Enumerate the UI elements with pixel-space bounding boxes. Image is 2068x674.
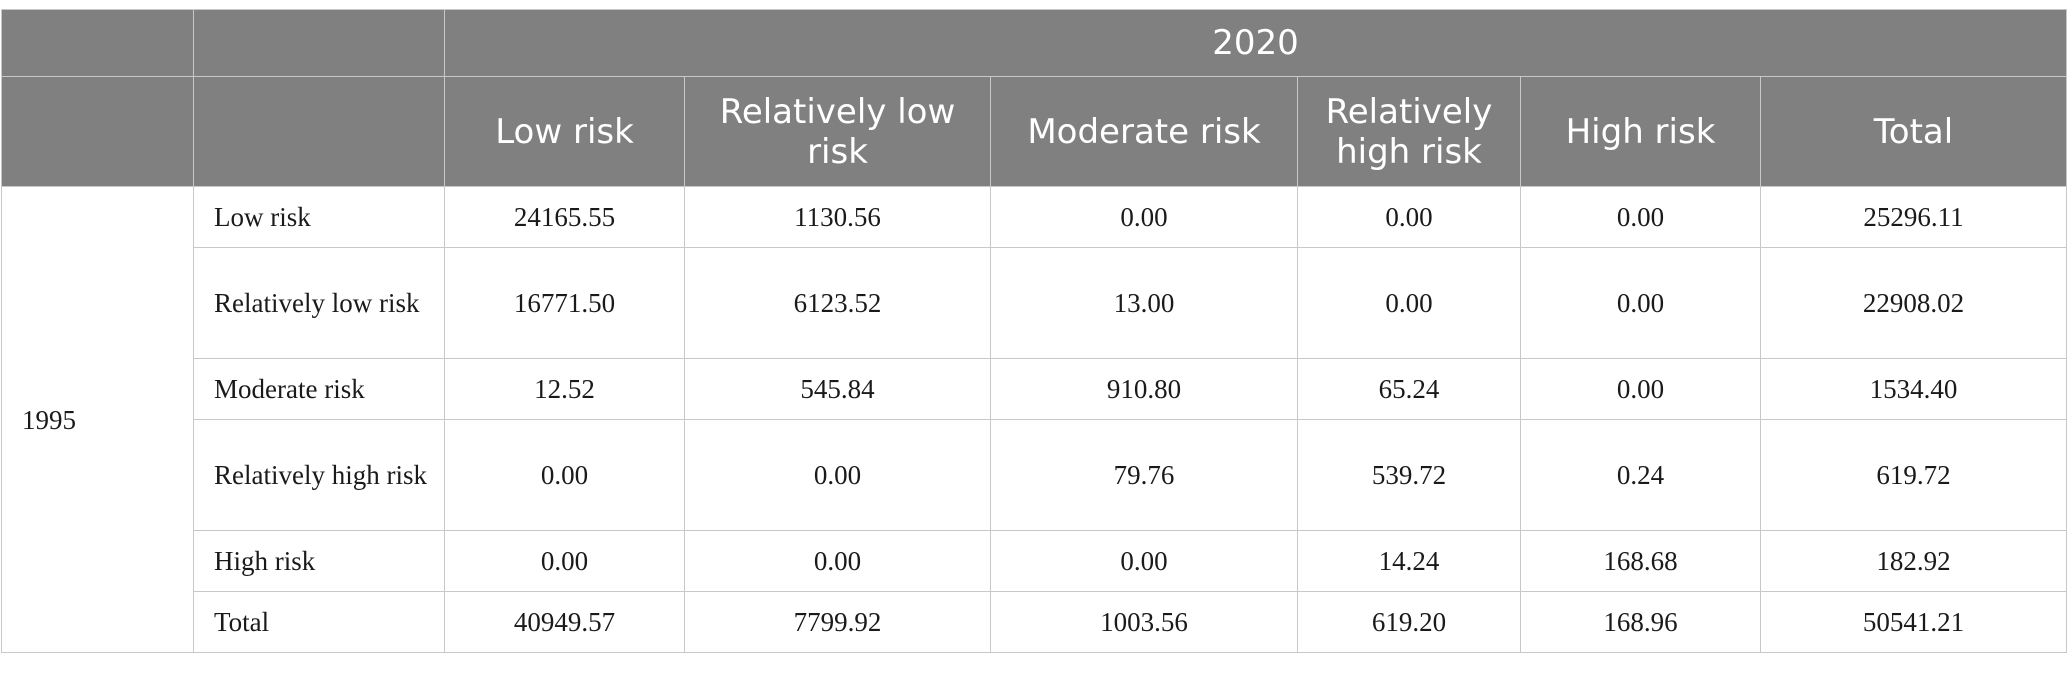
- row-label: Total: [193, 591, 445, 653]
- table-row: Relatively high risk 0.00 0.00 79.76 539…: [2, 419, 2067, 531]
- table-row: 1995 Low risk 24165.55 1130.56 0.00 0.00…: [1, 186, 2067, 653]
- table-cell: 168.68: [1520, 530, 1761, 592]
- table-cell: 619.20: [1297, 591, 1521, 653]
- column-header-high-risk: High risk: [1520, 76, 1761, 187]
- table-cell: 7799.92: [684, 591, 991, 653]
- table-cell: 79.76: [990, 419, 1298, 531]
- risk-transition-table: 2020 Low risk Relatively low risk Modera…: [1, 9, 2067, 653]
- header-row-period: 2020: [1, 9, 2067, 77]
- table-cell: 12.52: [444, 358, 685, 420]
- table-cell: 25296.11: [1760, 186, 2067, 248]
- column-header-moderate-risk: Moderate risk: [990, 76, 1298, 187]
- table-cell: 24165.55: [444, 186, 685, 248]
- row-label: Relatively high risk: [193, 419, 445, 531]
- table-cell: 6123.52: [684, 247, 991, 359]
- period-1995-label: 1995: [1, 186, 194, 653]
- table-cell: 0.00: [990, 530, 1298, 592]
- header-corner-cell: [193, 76, 445, 187]
- table-cell: 0.00: [1520, 247, 1761, 359]
- header-corner-cell: [1, 9, 194, 77]
- table-cell: 619.72: [1760, 419, 2067, 531]
- table-cell: 40949.57: [444, 591, 685, 653]
- table-cell: 13.00: [990, 247, 1298, 359]
- table-cell: 14.24: [1297, 530, 1521, 592]
- header-corner-cell: [193, 9, 445, 77]
- table-row: Relatively low risk 16771.50 6123.52 13.…: [2, 247, 2067, 359]
- table-row-total: Total 40949.57 7799.92 1003.56 619.20 16…: [2, 591, 2067, 653]
- table-cell: 1130.56: [684, 186, 991, 248]
- header-corner-cell: [1, 76, 194, 187]
- table-cell: 0.00: [1297, 186, 1521, 248]
- table-cell: 545.84: [684, 358, 991, 420]
- header-row-categories: Low risk Relatively low risk Moderate ri…: [1, 76, 2067, 187]
- column-header-relatively-low-risk: Relatively low risk: [684, 76, 991, 187]
- table-row: High risk 0.00 0.00 0.00 14.24 168.68 18…: [2, 530, 2067, 592]
- table-cell: 22908.02: [1760, 247, 2067, 359]
- table-cell: 0.00: [990, 186, 1298, 248]
- table-cell: 0.24: [1520, 419, 1761, 531]
- table-cell: 0.00: [1520, 186, 1761, 248]
- column-header-low-risk: Low risk: [444, 76, 685, 187]
- row-label: Moderate risk: [193, 358, 445, 420]
- table-cell: 50541.21: [1760, 591, 2067, 653]
- row-label: Low risk: [193, 186, 445, 248]
- period-2020-header: 2020: [444, 9, 2067, 77]
- table-cell: 182.92: [1760, 530, 2067, 592]
- table-cell: 0.00: [684, 530, 991, 592]
- table-cell: 168.96: [1520, 591, 1761, 653]
- table-cell: 1534.40: [1760, 358, 2067, 420]
- row-label: High risk: [193, 530, 445, 592]
- table-cell: 0.00: [444, 419, 685, 531]
- table-cell: 539.72: [1297, 419, 1521, 531]
- table-cell: 0.00: [444, 530, 685, 592]
- column-header-relatively-high-risk: Relatively high risk: [1297, 76, 1521, 187]
- row-label: Relatively low risk: [193, 247, 445, 359]
- table-cell: 0.00: [1297, 247, 1521, 359]
- table-header: 2020 Low risk Relatively low risk Modera…: [1, 9, 2067, 187]
- table-cell: 16771.50: [444, 247, 685, 359]
- table-cell: 0.00: [684, 419, 991, 531]
- table-cell: 0.00: [1520, 358, 1761, 420]
- table-cell: 910.80: [990, 358, 1298, 420]
- table-body: 1995 Low risk 24165.55 1130.56 0.00 0.00…: [1, 186, 2067, 653]
- table-cell: 1003.56: [990, 591, 1298, 653]
- table-row: Moderate risk 12.52 545.84 910.80 65.24 …: [2, 358, 2067, 420]
- column-header-total: Total: [1760, 76, 2067, 187]
- table-cell: 65.24: [1297, 358, 1521, 420]
